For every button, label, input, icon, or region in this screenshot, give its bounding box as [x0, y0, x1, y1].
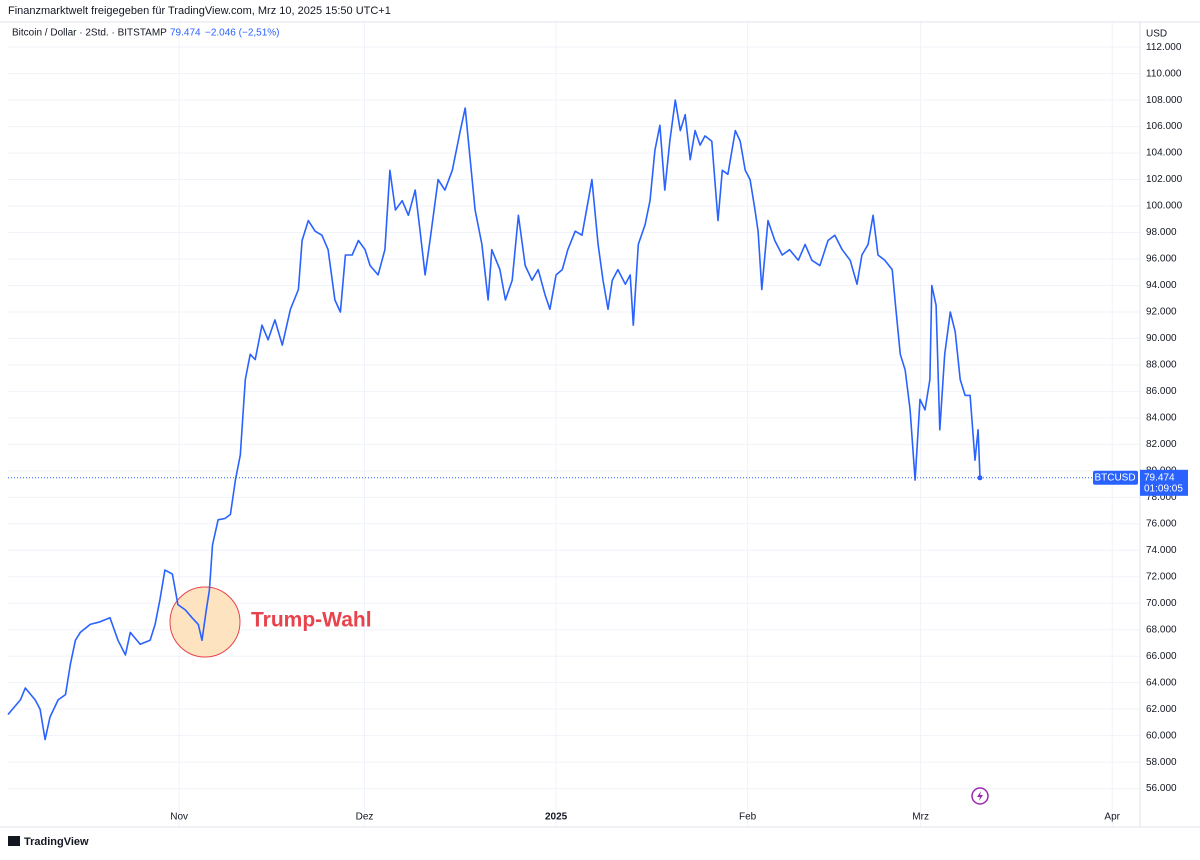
y-tick-label: 98.000 [1146, 227, 1177, 238]
event-icon-bolt [977, 791, 983, 801]
y-tick-label: 76.000 [1146, 518, 1177, 529]
countdown-label: 01:09:05 [1144, 483, 1183, 494]
y-tick-label: 72.000 [1146, 571, 1177, 582]
y-tick-label: 88.000 [1146, 360, 1177, 371]
y-tick-label: 68.000 [1146, 624, 1177, 635]
legend-title: Bitcoin / Dollar · 2Std. · BITSTAMP [12, 28, 167, 39]
price-tag [1140, 469, 1188, 496]
last-point [977, 475, 983, 481]
legend-change: −2.046 (−2,51%) [205, 28, 280, 39]
x-tick-label: Feb [739, 812, 757, 823]
legend-price: 79.474 [170, 28, 201, 39]
x-tick-label: Dez [356, 812, 374, 823]
y-tick-label: 102.000 [1146, 174, 1183, 185]
y-tick-label: 78.000 [1146, 492, 1177, 503]
y-tick-label: 106.000 [1146, 121, 1183, 132]
x-tick-label: Mrz [912, 812, 929, 823]
y-tick-label: 112.000 [1146, 42, 1182, 53]
price-line [7, 99, 981, 741]
y-tick-label: 64.000 [1146, 677, 1177, 688]
y-tick-label: 62.000 [1146, 704, 1177, 715]
y-tick-label: 92.000 [1146, 307, 1177, 318]
y-axis-label: USD [1146, 29, 1167, 40]
y-tick-label: 74.000 [1146, 545, 1177, 556]
x-tick-label: 2025 [545, 812, 568, 823]
y-tick-label: 86.000 [1146, 386, 1177, 397]
x-tick-label: Nov [170, 812, 188, 823]
y-tick-label: 90.000 [1146, 333, 1177, 344]
y-tick-label: 104.000 [1146, 148, 1183, 159]
symbol-tag-label: BTCUSD [1094, 472, 1135, 483]
y-tick-label: 66.000 [1146, 651, 1177, 662]
y-tick-label: 96.000 [1146, 254, 1177, 265]
logo [8, 836, 20, 846]
y-tick-label: 58.000 [1146, 757, 1177, 768]
price-tag-label: 79.474 [1144, 472, 1175, 483]
footer: TradingView [24, 836, 89, 848]
header: Finanzmarktwelt freigegeben für TradingV… [8, 5, 391, 17]
y-tick-label: 110.000 [1146, 68, 1182, 79]
y-tick-label: 108.000 [1146, 95, 1183, 106]
symbol-tag [1093, 470, 1138, 485]
y-tick-label: 82.000 [1146, 439, 1177, 450]
grid-layer: 56.000 58.000 60.000 62.000 64.000 66.000 68.0… [8, 22, 1183, 827]
y-tick-label: 84.000 [1146, 413, 1177, 424]
y-tick-label: 60.000 [1146, 730, 1177, 741]
y-tick-label: 94.000 [1146, 280, 1177, 291]
annotation: Trump-Wahl [251, 609, 372, 632]
x-tick-label: Apr [1104, 812, 1120, 823]
y-tick-label: 70.000 [1146, 598, 1177, 609]
y-tick-label: 56.000 [1146, 783, 1177, 794]
y-tick-label: 100.000 [1146, 201, 1183, 212]
